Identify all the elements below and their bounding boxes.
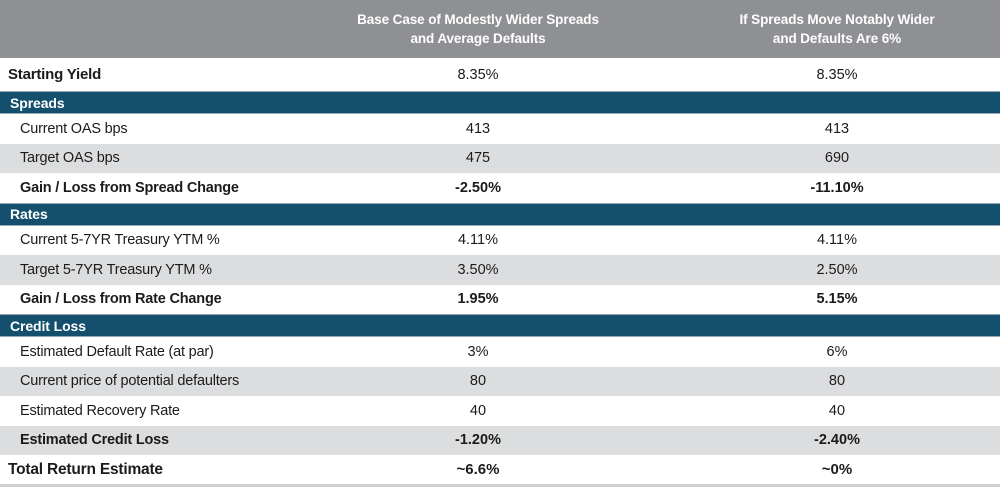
value-wider-spreads: -11.10% xyxy=(810,179,864,196)
table-row-estimated-credit-loss: Estimated Credit Loss -1.20% -2.40% xyxy=(0,425,1000,455)
row-label: Current 5-7YR Treasury YTM % xyxy=(20,232,220,249)
value-base-case: -1.20% xyxy=(455,432,501,449)
value-base-case: 80 xyxy=(469,373,487,390)
value-wider-spreads: 40 xyxy=(828,402,846,419)
value-base-case: 413 xyxy=(465,120,491,137)
row-label: Gain / Loss from Spread Change xyxy=(20,179,239,196)
row-label: Total Return Estimate xyxy=(8,460,163,478)
row-label: Starting Yield xyxy=(8,66,102,83)
value-wider-spreads: 8.35% xyxy=(816,66,858,83)
column-header-base-case-line1: Base Case of Modestly Wider Spreads xyxy=(357,12,599,27)
value-base-case: ~6.6% xyxy=(456,461,500,478)
section-label: Spreads xyxy=(10,94,65,111)
value-wider-spreads: 4.11% xyxy=(816,232,858,249)
value-wider-spreads: 413 xyxy=(824,120,850,137)
table-row-gain-loss-spread: Gain / Loss from Spread Change -2.50% -1… xyxy=(0,173,1000,203)
column-header-base-case: Base Case of Modestly Wider Spreads and … xyxy=(340,10,616,48)
table-header-row: Base Case of Modestly Wider Spreads and … xyxy=(0,0,1000,58)
row-label: Current price of potential defaulters xyxy=(20,373,240,390)
column-header-base-case-line2: and Average Defaults xyxy=(410,31,546,46)
row-label: Estimated Recovery Rate xyxy=(20,402,180,419)
row-label: Target OAS bps xyxy=(20,150,120,167)
column-header-wider-spreads-line1: If Spreads Move Notably Wider xyxy=(739,12,935,27)
value-wider-spreads: ~0% xyxy=(821,461,853,478)
row-label: Estimated Default Rate (at par) xyxy=(20,343,214,360)
section-label: Credit Loss xyxy=(10,317,86,334)
value-base-case: 8.35% xyxy=(457,66,499,83)
value-base-case: 40 xyxy=(469,402,487,419)
value-base-case: -2.50% xyxy=(455,179,501,196)
table-row-gain-loss-rate: Gain / Loss from Rate Change 1.95% 5.15% xyxy=(0,284,1000,314)
table-row-price-defaulters: Current price of potential defaulters 80… xyxy=(0,366,1000,396)
table-bottom-border xyxy=(0,484,1000,487)
table-row-starting-yield: Starting Yield 8.35% 8.35% xyxy=(0,58,1000,91)
value-base-case: 1.95% xyxy=(457,291,499,308)
section-header-spreads: Spreads xyxy=(0,91,1000,114)
table-row-target-oas: Target OAS bps 475 690 xyxy=(0,143,1000,173)
section-header-rates: Rates xyxy=(0,202,1000,226)
row-label: Current OAS bps xyxy=(20,120,128,137)
row-label: Estimated Credit Loss xyxy=(20,432,169,449)
value-base-case: 475 xyxy=(465,150,491,167)
value-wider-spreads: 2.50% xyxy=(816,261,858,278)
value-base-case: 4.11% xyxy=(457,232,499,249)
section-label: Rates xyxy=(10,206,48,222)
section-header-credit-loss: Credit Loss xyxy=(0,314,1000,337)
table-row-target-treasury: Target 5-7YR Treasury YTM % 3.50% 2.50% xyxy=(0,255,1000,285)
row-label: Target 5-7YR Treasury YTM % xyxy=(20,261,212,278)
table-row-current-treasury: Current 5-7YR Treasury YTM % 4.11% 4.11% xyxy=(0,225,1000,255)
value-wider-spreads: 80 xyxy=(828,373,846,390)
value-wider-spreads: -2.40% xyxy=(814,432,860,449)
row-label: Gain / Loss from Rate Change xyxy=(20,291,222,308)
value-base-case: 3.50% xyxy=(457,261,499,278)
table-row-total-return: Total Return Estimate ~6.6% ~0% xyxy=(0,455,1000,484)
table-row-current-oas: Current OAS bps 413 413 xyxy=(0,114,1000,144)
table-row-recovery-rate: Estimated Recovery Rate 40 40 xyxy=(0,396,1000,426)
table-row-default-rate: Estimated Default Rate (at par) 3% 6% xyxy=(0,337,1000,367)
value-base-case: 3% xyxy=(467,343,489,360)
column-header-wider-spreads: If Spreads Move Notably Wider and Defaul… xyxy=(616,10,1000,48)
value-wider-spreads: 5.15% xyxy=(816,291,858,308)
column-header-wider-spreads-line2: and Defaults Are 6% xyxy=(772,31,902,46)
value-wider-spreads: 690 xyxy=(824,150,850,167)
value-wider-spreads: 6% xyxy=(826,343,848,360)
